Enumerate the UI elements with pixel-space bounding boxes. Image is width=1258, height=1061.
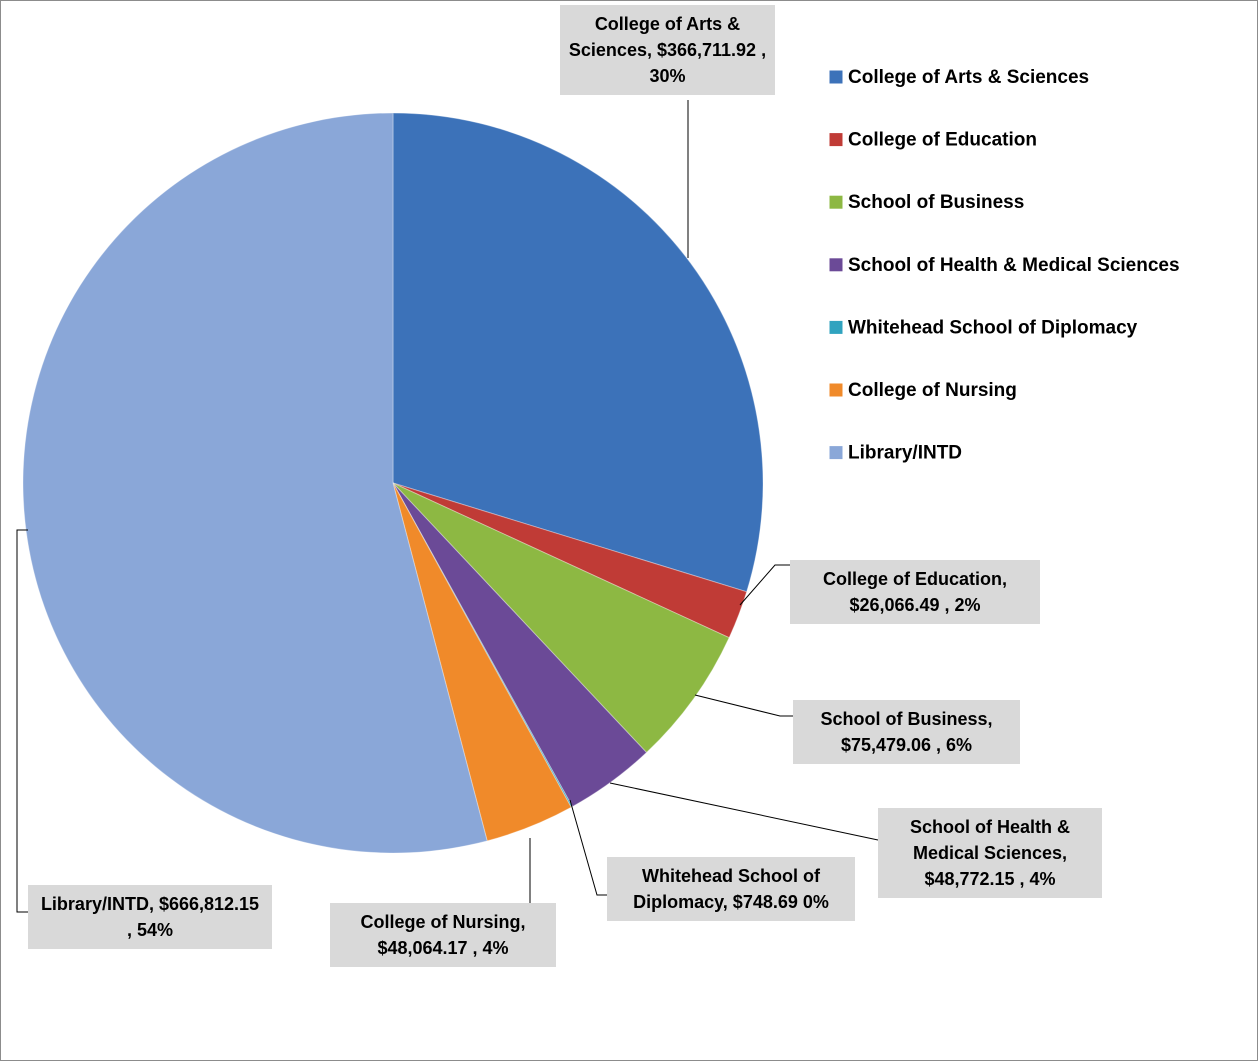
data-label: Whitehead School of Diplomacy, $748.69 0… [607, 857, 855, 921]
legend-label: Library/INTD [848, 443, 962, 464]
data-label: College of Arts & Sciences, $366,711.92 … [560, 5, 775, 95]
legend-swatch [828, 69, 844, 85]
legend-swatch [828, 445, 844, 461]
data-label: College of Education, $26,066.49 , 2% [790, 560, 1040, 624]
legend-label: College of Education [848, 130, 1037, 151]
pie-slice [392, 482, 748, 639]
pie-slice [392, 482, 730, 754]
leader-line [16, 529, 28, 913]
leader-line [739, 564, 790, 606]
legend-label: Whitehead School of Diplomacy [848, 317, 1138, 338]
data-label: School of Business, $75,479.06 , 6% [793, 700, 1020, 764]
legend-label: College of Arts & Sciences [848, 67, 1089, 88]
pie-slice [392, 112, 764, 593]
legend-label: School of Health & Medical Sciences [848, 255, 1180, 276]
legend-label: School of Business [848, 192, 1024, 213]
leader-line [694, 694, 793, 717]
leader-line [609, 782, 879, 841]
legend-swatch [828, 257, 844, 273]
leader-line [569, 799, 607, 896]
legend-swatch [828, 319, 844, 335]
legend-swatch [828, 132, 844, 148]
data-label: College of Nursing, $48,064.17 , 4% [330, 903, 556, 967]
legend-swatch [828, 194, 844, 210]
data-label: Library/INTD, $666,812.15 , 54% [28, 885, 272, 949]
pie-slice [392, 482, 648, 808]
data-label: School of Health & Medical Sciences, $48… [878, 808, 1102, 898]
legend-label: College of Nursing [848, 380, 1017, 401]
legend-swatch [828, 382, 844, 398]
pie-slice [392, 482, 572, 842]
